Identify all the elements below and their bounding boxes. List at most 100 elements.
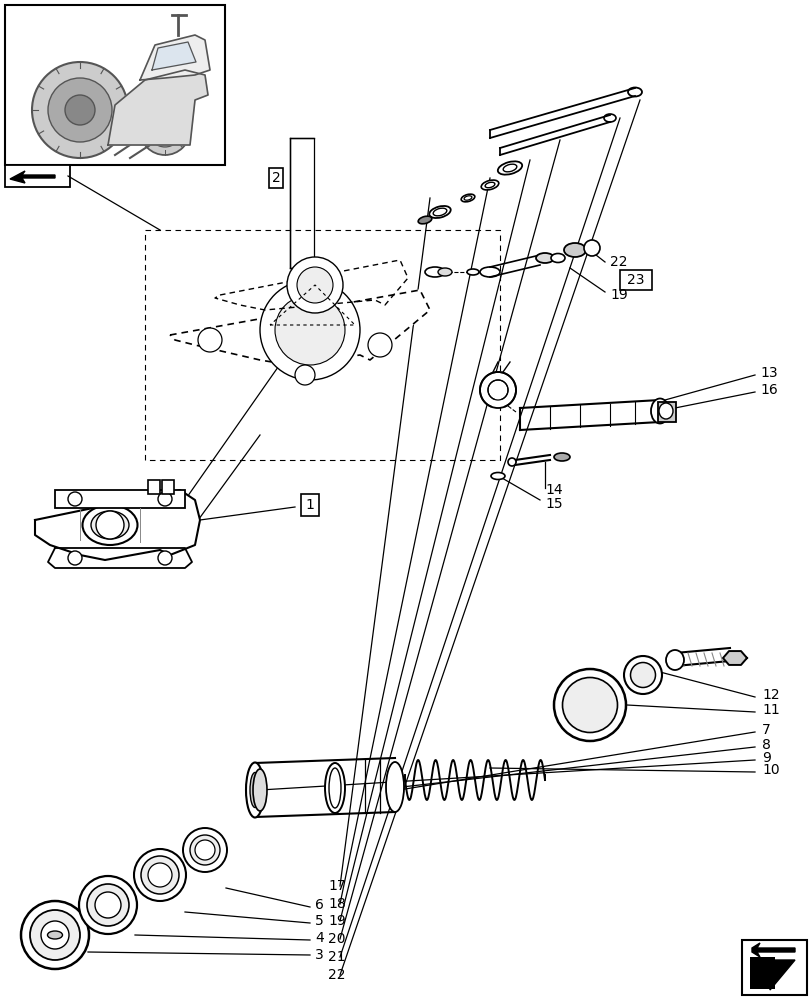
Circle shape	[96, 511, 124, 539]
Circle shape	[275, 295, 345, 365]
Ellipse shape	[564, 243, 586, 257]
Circle shape	[294, 365, 315, 385]
Circle shape	[479, 372, 515, 408]
Text: 3: 3	[315, 948, 324, 962]
Ellipse shape	[47, 931, 62, 939]
Ellipse shape	[141, 856, 178, 894]
Text: 22: 22	[609, 255, 627, 269]
Polygon shape	[215, 260, 407, 310]
Circle shape	[158, 492, 172, 506]
Bar	[5, 165, 70, 187]
Ellipse shape	[508, 458, 515, 466]
Ellipse shape	[87, 884, 129, 926]
Ellipse shape	[418, 216, 431, 224]
Bar	[148, 480, 160, 494]
Ellipse shape	[665, 650, 683, 670]
Circle shape	[68, 551, 82, 565]
Ellipse shape	[250, 772, 260, 807]
Circle shape	[157, 122, 173, 138]
Ellipse shape	[195, 840, 215, 860]
Circle shape	[48, 78, 112, 142]
Text: 19: 19	[328, 914, 345, 928]
Ellipse shape	[21, 926, 89, 944]
Ellipse shape	[553, 696, 625, 714]
Text: 18: 18	[328, 897, 345, 911]
Ellipse shape	[466, 269, 478, 275]
Ellipse shape	[481, 180, 498, 190]
Circle shape	[148, 113, 182, 147]
Ellipse shape	[437, 268, 452, 276]
Bar	[749, 957, 774, 989]
Polygon shape	[769, 960, 794, 990]
Circle shape	[487, 380, 508, 400]
Ellipse shape	[461, 194, 474, 202]
Circle shape	[32, 62, 128, 158]
Bar	[5, 5, 225, 165]
Ellipse shape	[246, 762, 264, 817]
Ellipse shape	[253, 769, 267, 811]
Bar	[162, 480, 174, 494]
Ellipse shape	[83, 505, 137, 545]
Bar	[55, 490, 185, 508]
Text: 23: 23	[626, 273, 644, 287]
Text: 10: 10	[761, 763, 779, 777]
Ellipse shape	[562, 678, 616, 732]
Polygon shape	[139, 35, 210, 80]
Text: 11: 11	[761, 703, 779, 717]
Ellipse shape	[497, 161, 521, 175]
Ellipse shape	[503, 164, 516, 172]
Circle shape	[65, 95, 95, 125]
Ellipse shape	[553, 453, 569, 461]
Ellipse shape	[148, 863, 172, 887]
Text: 1: 1	[305, 498, 314, 512]
Ellipse shape	[190, 835, 220, 865]
Polygon shape	[169, 290, 430, 365]
Circle shape	[158, 551, 172, 565]
Ellipse shape	[535, 253, 553, 263]
Ellipse shape	[464, 196, 471, 200]
Text: 7: 7	[761, 723, 770, 737]
Text: 13: 13	[759, 366, 777, 380]
Ellipse shape	[432, 208, 446, 216]
Text: 5: 5	[315, 914, 324, 928]
Ellipse shape	[491, 473, 504, 480]
Circle shape	[297, 267, 333, 303]
Ellipse shape	[95, 892, 121, 918]
Ellipse shape	[91, 511, 129, 539]
Text: 17: 17	[328, 879, 345, 893]
Circle shape	[198, 328, 221, 352]
Polygon shape	[152, 42, 195, 70]
Ellipse shape	[134, 868, 186, 882]
Text: 16: 16	[759, 383, 777, 397]
Ellipse shape	[385, 762, 404, 812]
Ellipse shape	[659, 403, 672, 419]
Polygon shape	[48, 548, 191, 568]
Ellipse shape	[623, 656, 661, 694]
Ellipse shape	[484, 182, 494, 188]
Ellipse shape	[629, 662, 654, 688]
Circle shape	[583, 240, 599, 256]
Text: 8: 8	[761, 738, 770, 752]
Text: 14: 14	[544, 483, 562, 497]
Ellipse shape	[324, 763, 345, 813]
Ellipse shape	[551, 253, 564, 262]
Circle shape	[286, 257, 342, 313]
Polygon shape	[10, 171, 55, 183]
Ellipse shape	[21, 901, 89, 969]
Circle shape	[260, 280, 359, 380]
Ellipse shape	[182, 844, 227, 855]
Bar	[741, 940, 806, 995]
Circle shape	[68, 492, 82, 506]
Ellipse shape	[429, 206, 450, 218]
Ellipse shape	[182, 828, 227, 872]
Circle shape	[367, 333, 392, 357]
Text: 21: 21	[328, 950, 345, 964]
Ellipse shape	[79, 897, 137, 912]
Bar	[620, 270, 651, 290]
Polygon shape	[751, 943, 794, 957]
Text: 15: 15	[544, 497, 562, 511]
Text: 22: 22	[328, 968, 345, 982]
Text: 9: 9	[761, 751, 770, 765]
Ellipse shape	[41, 921, 69, 949]
Ellipse shape	[650, 398, 668, 424]
